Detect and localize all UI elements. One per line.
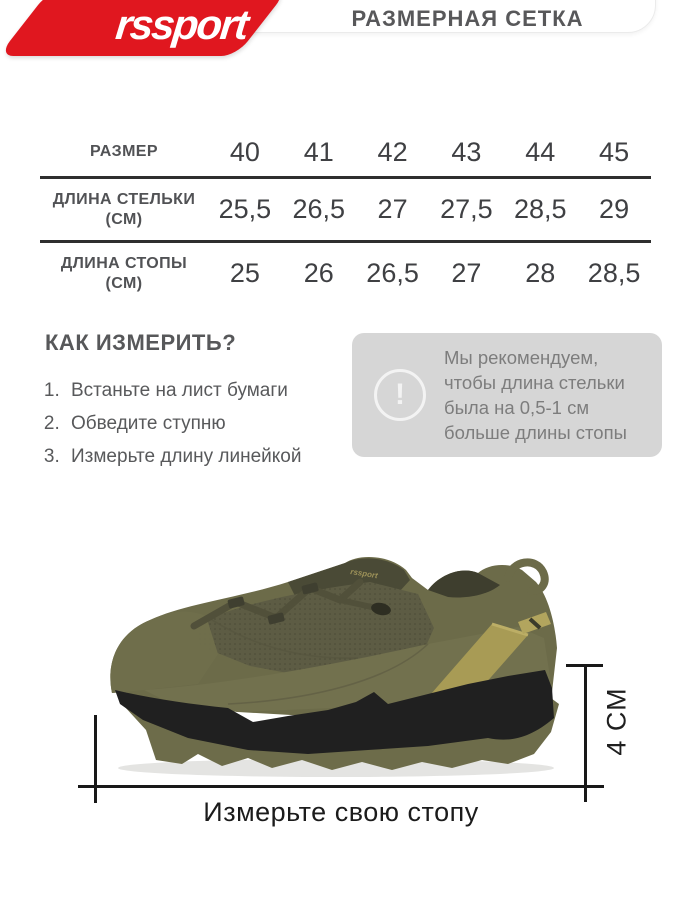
size-cell: 43 xyxy=(451,136,482,167)
row-header-size: РАЗМЕР xyxy=(90,143,158,160)
insole-cell: 25,5 xyxy=(218,194,272,224)
foot-cell: 28 xyxy=(525,258,556,288)
insole-cell: 26,5 xyxy=(292,194,346,224)
how-to-measure-section: КАК ИЗМЕРИТЬ? Встаньте на лист бумаги Об… xyxy=(45,330,345,473)
step-item: Измерьте длину линейкой xyxy=(65,440,345,473)
step-item: Встаньте на лист бумаги xyxy=(65,374,345,407)
recommendation-text: Мы рекомендуем, чтобы длина стельки была… xyxy=(444,347,627,443)
insole-cell: 27 xyxy=(377,194,408,224)
recommendation-box: ! Мы рекомендуем, чтобы длина стельки бы… xyxy=(352,333,662,457)
page-title: РАЗМЕРНАЯ СЕТКА xyxy=(351,6,584,31)
size-cell: 45 xyxy=(599,136,630,167)
table-row: ДЛИНА СТОПЫ (СМ) 25 26 26,5 27 28 28,5 xyxy=(40,240,651,304)
height-measure-line xyxy=(584,665,587,802)
shoe-midsole xyxy=(115,670,554,754)
insole-cell: 27,5 xyxy=(440,194,493,224)
size-cell: 40 xyxy=(229,136,260,167)
shoe-toe-cap xyxy=(110,611,218,693)
foot-cell: 26 xyxy=(303,258,334,288)
length-measure-left-tick xyxy=(94,715,97,803)
foot-cell: 25 xyxy=(229,258,260,288)
row-header-insole-length: ДЛИНА СТЕЛЬКИ (СМ) xyxy=(52,190,196,228)
shoe-collar xyxy=(428,570,500,598)
svg-text:rssport: rssport xyxy=(350,567,379,580)
size-table: РАЗМЕР 40 41 42 43 44 45 ДЛИНА СТЕЛЬКИ (… xyxy=(40,128,651,304)
table-row: ДЛИНА СТЕЛЬКИ (СМ) 25,5 26,5 27 27,5 28,… xyxy=(40,176,651,240)
foot-cell: 26,5 xyxy=(366,258,419,288)
figure-caption: Измерьте свою стопу xyxy=(203,797,479,827)
shoe-pull-loop xyxy=(504,558,549,596)
shoe-photo: rssport xyxy=(110,556,559,777)
size-cell: 41 xyxy=(303,136,334,167)
table-row: РАЗМЕР 40 41 42 43 44 45 xyxy=(40,128,651,176)
foot-cell: 28,5 xyxy=(587,258,641,288)
shoe-outsole xyxy=(124,690,559,770)
row-header-foot-length: ДЛИНА СТОПЫ (СМ) xyxy=(60,254,188,292)
insole-cell: 29 xyxy=(599,194,630,224)
size-cell: 44 xyxy=(525,136,556,167)
brand-logo: rssport xyxy=(113,1,250,48)
how-to-measure-steps: Встаньте на лист бумаги Обведите ступню … xyxy=(65,374,345,473)
exclamation-circle-icon: ! xyxy=(374,369,426,421)
foot-cell: 27 xyxy=(451,258,482,288)
sole-height-label: 4 СМ xyxy=(601,686,632,756)
size-cell: 42 xyxy=(377,136,408,167)
how-to-measure-title: КАК ИЗМЕРИТЬ? xyxy=(45,330,237,355)
step-item: Обведите ступню xyxy=(65,407,345,440)
height-measure-top-tick xyxy=(566,664,603,667)
length-measure-line xyxy=(78,785,604,788)
insole-cell: 28,5 xyxy=(513,194,567,224)
shoe-lace-toggle xyxy=(371,602,391,616)
